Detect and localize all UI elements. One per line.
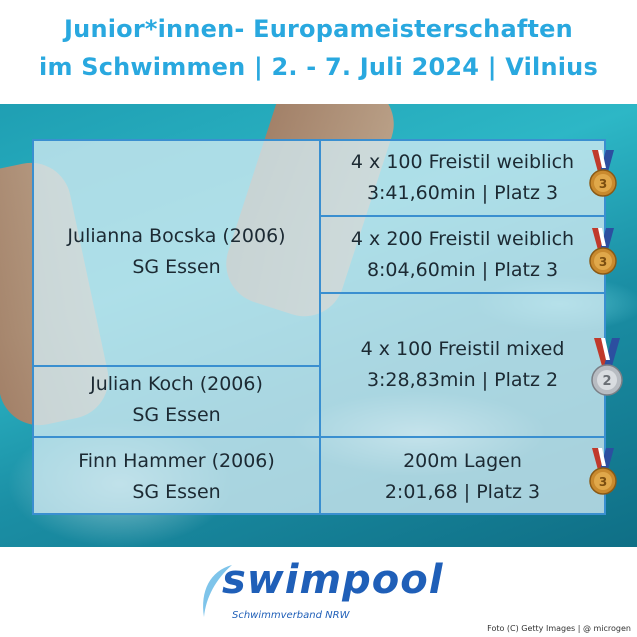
athlete-name: Finn Hammer (2006): [78, 450, 275, 472]
results-table: Julianna Bocska (2006) SG Essen Julian K…: [32, 139, 606, 515]
row-divider-right-2: [321, 292, 604, 294]
row-divider-right-1: [321, 215, 604, 217]
athlete-club: SG Essen: [132, 481, 221, 503]
photo-credit: Foto (C) Getty Images | @ microgen: [487, 624, 631, 633]
swimpool-swoosh-icon: [203, 565, 232, 617]
result-cell-1: 4 x 100 Freistil weiblich 3:41,60min | P…: [321, 147, 604, 209]
svg-text:2: 2: [602, 374, 611, 389]
swimpool-logo-subtitle: Schwimmverband NRW: [232, 610, 350, 621]
result-cell-4: 200m Lagen 2:01,68 | Platz 3: [321, 446, 604, 508]
athlete-name: Julianna Bocska (2006): [67, 225, 286, 247]
athlete-club: SG Essen: [132, 404, 221, 426]
event-name: 200m Lagen: [403, 450, 522, 472]
bronze-medal-icon: 3: [589, 448, 617, 495]
header-title-line-2: im Schwimmen | 2. - 7. Juli 2024 | Vilni…: [39, 53, 598, 81]
event-name: 4 x 100 Freistil weiblich: [350, 151, 575, 173]
header-title-line-1: Junior*innen- Europameisterschaften: [64, 15, 573, 43]
event-result: 3:41,60min | Platz 3: [366, 182, 559, 204]
event-result: 2:01,68 | Platz 3: [384, 481, 541, 503]
row-divider-full: [34, 436, 604, 438]
athlete-cell-koch: Julian Koch (2006) SG Essen: [34, 369, 319, 431]
athlete-club: SG Essen: [132, 256, 221, 278]
svg-text:3: 3: [599, 255, 607, 269]
result-cell-2: 4 x 200 Freistil weiblich 8:04,60min | P…: [321, 224, 604, 286]
bronze-medal-icon: 3: [589, 228, 617, 275]
header: Junior*innen- Europameisterschaften im S…: [0, 0, 637, 104]
athlete-name: Julian Koch (2006): [90, 373, 263, 395]
result-cell-3: 4 x 100 Freistil mixed 3:28,83min | Plat…: [321, 334, 604, 396]
svg-text:3: 3: [599, 177, 607, 191]
column-divider: [319, 141, 321, 513]
svg-text:3: 3: [599, 475, 607, 489]
row-divider-left-1: [34, 365, 319, 367]
athlete-cell-hammer: Finn Hammer (2006) SG Essen: [34, 446, 319, 508]
event-name: 4 x 200 Freistil weiblich: [350, 228, 575, 250]
swimpool-logo: swimpool: [222, 557, 444, 603]
event-result: 3:28,83min | Platz 2: [366, 369, 559, 391]
event-name: 4 x 100 Freistil mixed: [360, 338, 565, 360]
bronze-medal-icon: 3: [589, 150, 617, 197]
footer: swimpool Schwimmverband NRW Foto (C) Get…: [0, 547, 637, 637]
silver-medal-icon: 2: [591, 338, 623, 396]
event-result: 8:04,60min | Platz 3: [366, 259, 559, 281]
athlete-cell-bocska: Julianna Bocska (2006) SG Essen: [34, 221, 319, 283]
